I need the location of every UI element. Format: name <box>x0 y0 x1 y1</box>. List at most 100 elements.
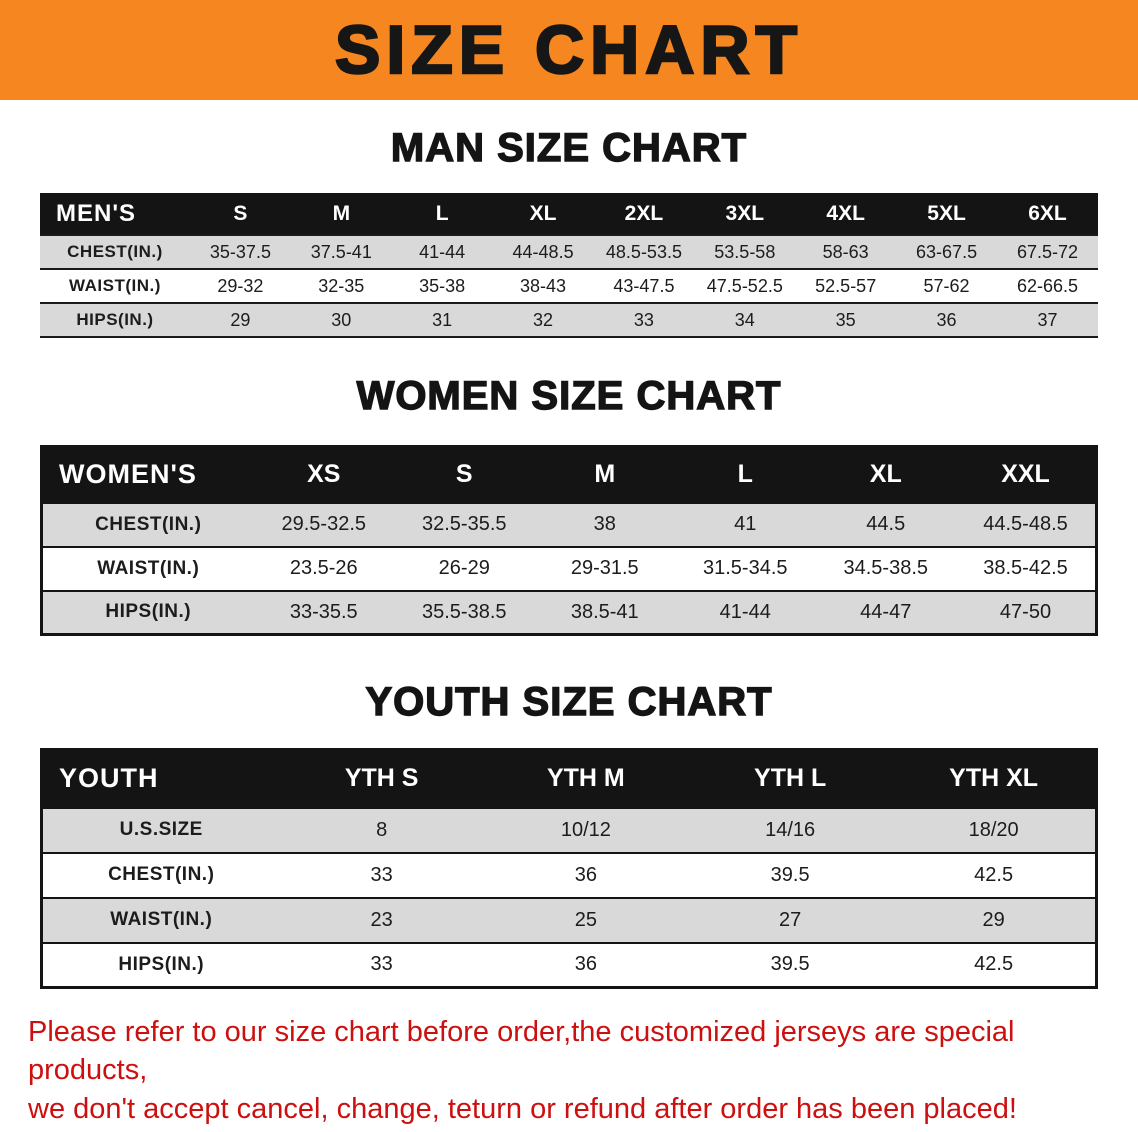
measurement-value: 14/16 <box>765 818 816 841</box>
measurement-value: 23 <box>370 908 393 931</box>
measurement-value: 34 <box>734 309 755 330</box>
measurement-value: 31.5-34.5 <box>702 557 788 579</box>
measurement-value: 38 <box>593 513 616 535</box>
measurement-value: 25 <box>574 908 597 931</box>
measurement-label: WAIST(IN.) <box>97 557 200 579</box>
women-section-heading: WOMEN SIZE CHART <box>356 373 782 418</box>
measurement-value: 8 <box>376 818 388 841</box>
measurement-value: 67.5-72 <box>1016 241 1079 262</box>
measurement-value: 33 <box>370 863 393 886</box>
measurement-value: 26-29 <box>438 557 490 579</box>
size-column-header: YTH XL <box>892 749 1097 808</box>
disclaimer: Please refer to our size chart before or… <box>28 1013 1110 1128</box>
measurement-value: 37 <box>1037 309 1058 330</box>
youth-section-heading: YOUTH SIZE CHART <box>365 679 773 724</box>
measurement-value: 47-50 <box>999 600 1052 623</box>
measurement-value: 35-37.5 <box>209 241 271 262</box>
measurement-value: 34.5-38.5 <box>843 557 928 579</box>
youth-size-section: YOUTH SIZE CHART YOUTH YTH S YTH M YTH L YTH… <box>0 679 1138 989</box>
measurement-label: HIPS(IN.) <box>105 601 192 623</box>
measurement-label: HIPS(IN.) <box>76 310 154 329</box>
measurement-label: CHEST(IN.) <box>95 513 202 535</box>
measurement-label: HIPS(IN.) <box>118 953 205 975</box>
size-column-header: 5XL <box>896 193 997 235</box>
disclaimer-line-2: we don't accept cancel, change, teturn o… <box>28 1092 1017 1125</box>
measurement-value: 42.5 <box>974 953 1014 976</box>
measurement-label: WAIST(IN.) <box>110 909 213 930</box>
measurement-row: WAIST(IN.) 23 25 27 29 <box>41 897 1097 943</box>
banner-title: SIZE CHART <box>334 11 803 90</box>
measurement-value: 18/20 <box>968 818 1019 841</box>
measurement-value: 62-66.5 <box>1016 275 1079 296</box>
measurement-value: 30 <box>331 309 352 330</box>
measurement-label: U.S.SIZE <box>119 819 203 840</box>
measurement-label: WAIST(IN.) <box>69 276 161 295</box>
size-column-header: YTH S <box>279 749 484 808</box>
measurement-value: 48.5-53.5 <box>605 241 682 262</box>
measurement-row: HIPS(IN.) 29 30 31 32 33 34 35 36 37 <box>40 303 1098 337</box>
measurement-value: 35.5-38.5 <box>421 600 507 623</box>
size-charts: MAN SIZE CHART MEN'S S M L XL 2XL 3XL 4XL 5XL 6XL… <box>0 125 1138 989</box>
size-column-header: 4XL <box>795 193 897 235</box>
measurement-value: 33-35.5 <box>289 600 358 623</box>
women-size-table: WOMEN'S XS S M L XL XXL CHEST(IN.) 29.5-32.5 32.5… <box>40 445 1098 636</box>
measurement-row: CHEST(IN.) 35-37.5 37.5-41 41-44 44-48.5 48.5… <box>40 235 1098 269</box>
measurement-value: 29 <box>230 309 251 330</box>
measurement-value: 41-44 <box>719 600 771 623</box>
measurement-value: 39.5 <box>770 953 810 976</box>
measurement-value: 31 <box>432 309 453 330</box>
size-chart-banner: SIZE CHART <box>0 0 1138 100</box>
measurement-value: 38.5-42.5 <box>983 557 1068 579</box>
measurement-value: 32.5-35.5 <box>421 513 507 535</box>
measurement-value: 44.5 <box>866 513 906 535</box>
disclaimer-line-1: Please refer to our size chart before or… <box>28 1016 1015 1087</box>
measurement-value: 35-38 <box>419 275 466 296</box>
measurement-value: 63-67.5 <box>916 241 978 262</box>
measurement-value: 39.5 <box>770 863 810 886</box>
size-column-header: S <box>190 193 291 235</box>
measurement-row: HIPS(IN.) 33 36 39.5 42.5 <box>41 942 1097 988</box>
size-column-header: YTH M <box>483 749 688 808</box>
measurement-value: 38.5-41 <box>570 600 639 623</box>
size-column-header: XS <box>253 446 394 503</box>
measurement-value: 58-63 <box>822 241 869 262</box>
size-column-header: L <box>391 193 493 235</box>
measurement-value: 36 <box>936 309 957 330</box>
size-column-header: L <box>675 446 816 503</box>
measurement-value: 43-47.5 <box>613 275 675 296</box>
measurement-value: 10/12 <box>560 818 611 841</box>
measurement-value: 36 <box>574 863 597 886</box>
measurement-value: 41 <box>734 513 757 535</box>
measurement-value: 29-31.5 <box>570 557 639 579</box>
size-column-header: 3XL <box>694 193 796 235</box>
measurement-value: 57-62 <box>923 275 970 296</box>
measurement-value: 23.5-26 <box>289 557 358 579</box>
measurement-value: 27 <box>779 908 802 931</box>
measurement-value: 29 <box>982 908 1005 931</box>
measurement-label: CHEST(IN.) <box>108 864 215 885</box>
measurement-value: 29.5-32.5 <box>281 513 366 535</box>
measurement-value: 44.5-48.5 <box>983 513 1068 535</box>
measurement-value: 42.5 <box>974 863 1014 886</box>
size-column-header: M <box>534 446 675 503</box>
size-column-header: XXL <box>956 446 1097 503</box>
measurement-label: CHEST(IN.) <box>67 242 163 261</box>
measurement-value: 29-32 <box>217 275 264 296</box>
men-size-section: MAN SIZE CHART MEN'S S M L XL 2XL 3XL 4XL 5XL 6XL… <box>0 125 1138 338</box>
measurement-value: 41-44 <box>419 241 466 262</box>
measurement-value: 33 <box>633 309 654 330</box>
measurement-value: 47.5-52.5 <box>706 275 783 296</box>
measurement-row: U.S.SIZE 8 10/12 14/16 18/20 <box>41 807 1097 853</box>
size-column-header: XL <box>815 446 956 503</box>
measurement-row: WAIST(IN.) 29-32 32-35 35-38 38-43 43-47.5 47.… <box>40 269 1098 303</box>
measurement-value: 33 <box>370 953 393 976</box>
measurement-value: 32 <box>533 309 554 330</box>
women-size-section: WOMEN SIZE CHART WOMEN'S XS S M L XL XXL CHEST(… <box>0 373 1138 636</box>
youth-size-table: YOUTH YTH S YTH M YTH L YTH XL U.S.SIZE 8 10/12… <box>40 748 1098 989</box>
measurement-value: 37.5-41 <box>310 241 372 262</box>
table-title-cell: WOMEN'S <box>41 446 254 503</box>
measurement-row: CHEST(IN.) 29.5-32.5 32.5-35.5 38 41 44.5 44.5… <box>41 502 1097 547</box>
measurement-value: 53.5-58 <box>714 241 776 262</box>
measurement-value: 52.5-57 <box>815 275 877 296</box>
measurement-value: 32-35 <box>318 275 365 296</box>
